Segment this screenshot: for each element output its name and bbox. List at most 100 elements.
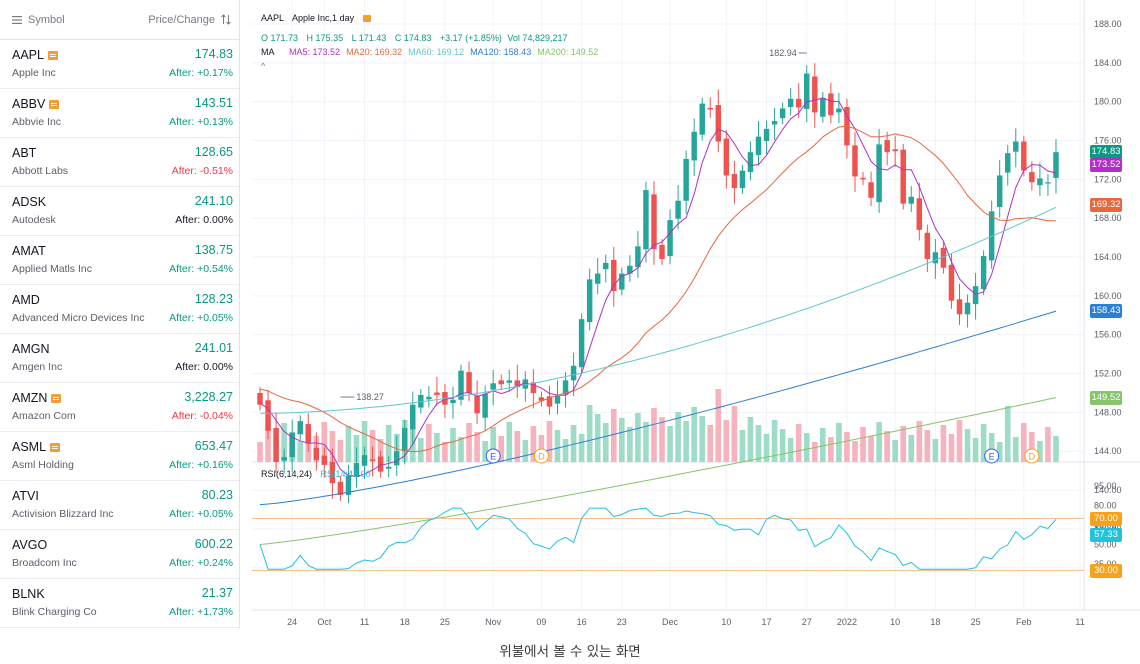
volume-bar: [916, 421, 923, 462]
ohlc-high: H 175.35: [306, 33, 344, 43]
candle-body: [554, 395, 561, 404]
symbol-column-header[interactable]: Symbol: [28, 13, 65, 26]
volume-bar: [763, 434, 770, 462]
row-symbol: ABT: [12, 146, 37, 160]
news-badge-icon[interactable]: [50, 442, 61, 452]
ma-legend-item: MA20: 169.32: [346, 47, 403, 57]
price-change-column-header[interactable]: Price/Change: [148, 13, 215, 26]
row-symbol: AMZN: [12, 391, 48, 405]
candle-body: [402, 427, 408, 452]
row-symbol-wrap: AMD: [12, 291, 233, 309]
volume-bar: [450, 428, 456, 462]
row-symbol: AAPL: [12, 48, 44, 62]
time-axis-tick-label: 16: [577, 617, 587, 627]
volume-bar: [643, 422, 649, 462]
watchlist-row-amzn[interactable]: AMZN Amazon Com 3,228.27 After: -0.04%: [0, 383, 239, 432]
dividend-marker-icon: [533, 448, 549, 464]
row-company-name: Advanced Micro Devices Inc: [12, 312, 145, 324]
row-price: 80.23: [201, 488, 233, 502]
volume-bar: [860, 427, 866, 462]
row-symbol-wrap: ADSK: [12, 193, 233, 211]
price-chart-canvas[interactable]: 188.00 184.00 180.00 176.00 172.00 168.00 164.…: [252, 0, 1140, 632]
volume-bar: [771, 420, 778, 462]
ma-legend-item: MA60: 169.12: [408, 47, 465, 57]
candle-body: [723, 138, 730, 176]
volume-bar: [940, 425, 947, 462]
news-badge-icon[interactable]: [49, 99, 60, 109]
volume-bar: [1004, 406, 1011, 462]
candle-body: [353, 462, 360, 477]
watchlist-row-adsk[interactable]: ADSK Autodesk 241.10 After: 0.00%: [0, 187, 239, 236]
row-price: 600.22: [194, 537, 233, 551]
candle-body: [731, 174, 738, 189]
candle-body: [763, 128, 770, 142]
candle-body: [1037, 178, 1043, 186]
image-caption: 위불에서 볼 수 있는 화면: [499, 644, 641, 660]
volume-bar: [385, 425, 392, 462]
volume-bar: [667, 426, 673, 462]
watchlist-row-asml[interactable]: ASML Asml Holding 653.47 After: +0.16%: [0, 432, 239, 481]
candle-body: [956, 299, 963, 315]
ohlc-open: O 171.73: [261, 33, 299, 43]
watchlist-row-amat[interactable]: AMAT Applied Matls Inc 138.75 After: +0.54%: [0, 236, 239, 285]
chart-area[interactable]: 188.00 184.00 180.00 176.00 172.00 168.00 164.…: [252, 0, 1140, 632]
row-after-hours-change: After: 0.00%: [175, 361, 233, 373]
candle-body: [297, 421, 303, 435]
row-symbol: ASML: [12, 440, 47, 454]
watchlist-row-avgo[interactable]: AVGO Broadcom Inc 600.22 After: +0.24%: [0, 530, 239, 579]
time-axis-tick-label: 24: [287, 617, 297, 627]
news-badge-icon[interactable]: [51, 393, 62, 403]
volume-bar: [329, 431, 336, 462]
row-company-name: Amazon Com: [12, 410, 76, 422]
price-axis-tick-label: 188.00: [1094, 19, 1122, 29]
candle-body: [361, 455, 368, 466]
candle-body: [876, 144, 882, 203]
watchlist-row-atvi[interactable]: ATVI Activision Blizzard Inc 80.23 After: +…: [0, 481, 239, 530]
candle-body: [884, 140, 890, 153]
candle-body: [635, 246, 641, 268]
watchlist-row-amd[interactable]: AMD Advanced Micro Devices Inc 128.23 After…: [0, 285, 239, 334]
watchlist-row-abbv[interactable]: ABBV Abbvie Inc 143.51 After: +0.13%: [0, 89, 239, 138]
row-after-hours-change: After: +0.16%: [169, 459, 233, 471]
volume-bar: [988, 433, 995, 462]
row-price: 3,228.27: [184, 390, 233, 404]
candle-body: [860, 177, 866, 180]
volume-bar: [715, 389, 722, 462]
volume-bar: [297, 441, 304, 462]
volume-bar: [844, 432, 850, 462]
volume-bar: [635, 413, 641, 462]
row-symbol-wrap: AMAT: [12, 242, 233, 260]
volume-bar: [699, 416, 706, 462]
row-after-hours-change: After: +0.13%: [169, 116, 233, 128]
price-axis-tick-label: 164.00: [1094, 252, 1122, 262]
earnings-marker-label: E: [989, 452, 995, 462]
candle-body: [594, 273, 601, 284]
time-axis-tick-label: 11: [1075, 617, 1084, 627]
row-company-name: Abbvie Inc: [12, 116, 62, 128]
volume-bar: [980, 424, 987, 462]
watchlist-row-blnk[interactable]: BLNK Blink Charging Co 21.37 After: +1.73%: [0, 579, 239, 628]
price-axis-tick-label: 144.00: [1094, 446, 1122, 456]
collapse-legend-toggle[interactable]: ^: [261, 61, 266, 71]
candle-body: [369, 459, 376, 461]
sort-icon[interactable]: [221, 14, 231, 25]
volume-bar: [723, 420, 730, 462]
ohlc-low: L 171.43: [351, 33, 387, 43]
chart-menu-icon[interactable]: [362, 15, 371, 23]
candle-body: [474, 395, 480, 414]
price-axis-tick-label: 180.00: [1094, 97, 1122, 107]
earnings-marker-label: E: [490, 452, 496, 462]
watchlist-row-aapl[interactable]: AAPL Apple Inc 174.83 After: +0.17%: [0, 40, 239, 89]
row-symbol-wrap: AVGO: [12, 536, 233, 554]
volume-bar: [369, 430, 376, 462]
news-badge-icon[interactable]: [47, 50, 58, 60]
volume-bar: [852, 441, 858, 462]
candle-body: [659, 244, 665, 259]
candle-body: [611, 259, 617, 292]
candle-body: [586, 279, 593, 323]
watchlist-row-abt[interactable]: ABT Abbott Labs 128.65 After: -0.51%: [0, 138, 239, 187]
row-symbol: ABBV: [12, 97, 46, 111]
watchlist-row-amgn[interactable]: AMGN Amgen Inc 241.01 After: 0.00%: [0, 334, 239, 383]
earnings-marker-icon: [984, 448, 1000, 464]
row-after-hours-change: After: +0.24%: [169, 557, 233, 569]
